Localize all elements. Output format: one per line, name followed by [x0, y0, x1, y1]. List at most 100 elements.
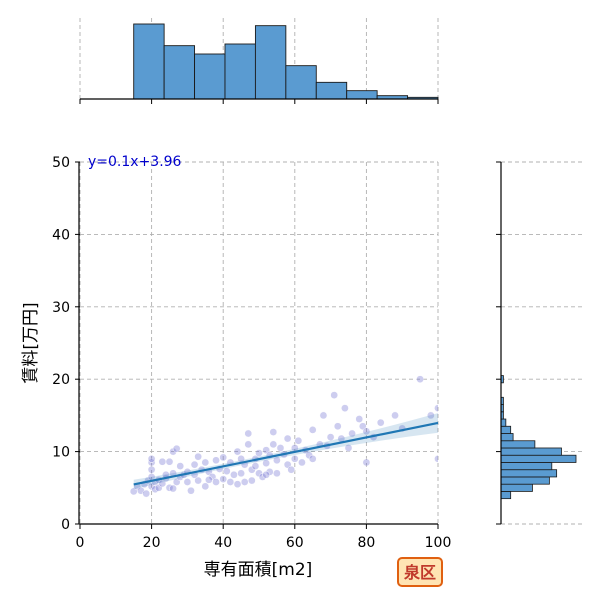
scatter-point — [355, 415, 364, 423]
y-tick-label: 50 — [52, 155, 70, 171]
regression-line — [133, 421, 439, 486]
regression-equation-label: y=0.1x+3.96 — [88, 154, 182, 170]
scatter-point — [391, 411, 399, 420]
scatter-point — [283, 434, 292, 443]
top-hist-bar — [194, 53, 226, 100]
right-hist-bar — [500, 440, 536, 449]
scatter-point — [269, 440, 278, 449]
scatter-point — [362, 458, 371, 467]
scatter-point — [142, 489, 151, 498]
right-hist-bar — [500, 483, 533, 492]
scatter-point — [158, 457, 167, 466]
scatter-point — [294, 436, 303, 445]
right-hist-bar — [500, 454, 577, 463]
y-tick-label: 30 — [52, 300, 70, 316]
top-hist-bar — [133, 23, 165, 100]
scatter-point — [226, 478, 235, 486]
scatter-point — [205, 475, 213, 484]
scatter-point — [212, 478, 220, 486]
scatter-point — [237, 469, 245, 478]
scatter-point — [434, 454, 438, 463]
scatter-point — [247, 476, 256, 485]
y-axis-ticks: 0 10 20 30 40 50 — [52, 155, 80, 533]
area-badge-label: 泉区 — [404, 563, 436, 582]
scatter-point — [269, 428, 278, 436]
scatter-point — [416, 375, 424, 384]
top-hist-bar — [254, 25, 287, 100]
right-hist-bar — [500, 491, 512, 500]
scatter-point — [147, 454, 156, 463]
top-marginal-histogram — [79, 18, 439, 104]
scatter-point — [240, 478, 249, 486]
area-badge-box — [397, 557, 443, 587]
scatter-point — [219, 453, 228, 462]
scatter-point — [348, 429, 356, 438]
top-hist-bar — [163, 45, 196, 100]
scatter-point — [172, 444, 181, 453]
main-scatter-plot: 0 20 40 60 80 100 0 10 20 30 40 50 y=0.1x+3.96 専有面… — [21, 154, 451, 580]
x-tick-label: 40 — [214, 535, 232, 551]
right-hist-bar — [500, 447, 562, 456]
right-hist-bar — [500, 476, 550, 485]
scatter-point — [333, 422, 342, 431]
scatter-point — [194, 476, 202, 485]
x-tick-label: 0 — [76, 535, 85, 551]
scatter-point — [362, 427, 371, 436]
scatter-point — [212, 456, 220, 465]
y-axis-title: 賃料[万円] — [21, 302, 41, 383]
scatter-point — [244, 429, 253, 438]
scatter-point — [251, 462, 260, 470]
y-tick-label: 10 — [52, 445, 70, 461]
scatter-point — [165, 457, 174, 466]
scatter-point — [187, 486, 195, 495]
scatter-point — [298, 458, 306, 467]
scatter-point — [308, 426, 317, 434]
scatter-point — [276, 444, 285, 452]
scatter-point — [273, 469, 281, 478]
scatter-point — [255, 449, 263, 457]
right-hist-bar — [500, 433, 514, 442]
top-hist-bars — [133, 23, 439, 100]
scatter-point — [290, 454, 299, 463]
scatter-point — [376, 418, 385, 427]
scatter-point — [319, 411, 328, 420]
x-axis-ticks: 0 20 40 60 80 100 — [76, 524, 452, 551]
x-tick-label: 20 — [143, 535, 161, 551]
right-hist-bars — [500, 375, 577, 500]
scatter-point — [326, 433, 335, 441]
x-tick-label: 80 — [357, 535, 375, 551]
scatter-point — [258, 473, 267, 481]
scatter-point — [176, 462, 185, 470]
scatter-point — [230, 470, 238, 479]
right-hist-bar — [500, 425, 512, 434]
top-hist-bar — [315, 81, 348, 100]
right-hist-bar — [500, 418, 507, 427]
right-hist-ticks — [496, 161, 501, 525]
regression-line-group — [133, 421, 439, 486]
x-tick-label: 60 — [286, 535, 304, 551]
scatter-point — [426, 411, 435, 420]
right-hist-bar — [500, 462, 553, 471]
right-hist-bar — [500, 469, 558, 478]
scatter-point — [222, 467, 231, 475]
area-badge: 泉区 — [397, 557, 443, 587]
scatter-point — [201, 482, 210, 491]
scatter-point — [190, 460, 199, 469]
scatter-point — [219, 475, 228, 483]
scatter-point — [287, 465, 296, 474]
scatter-point — [344, 444, 353, 452]
x-tick-label: 100 — [425, 535, 452, 551]
scatter-point — [308, 454, 317, 463]
scatter-point — [330, 391, 339, 399]
top-hist-ticks — [79, 99, 439, 104]
top-hist-bar — [285, 65, 317, 100]
top-hist-bar — [224, 43, 256, 100]
scatter-points — [129, 375, 438, 498]
top-hist-bar — [346, 90, 378, 100]
scatter-point — [147, 465, 156, 474]
y-tick-label: 40 — [52, 227, 70, 243]
scatter-point — [273, 456, 281, 465]
scatter-point — [341, 404, 349, 413]
y-tick-label: 20 — [52, 372, 70, 388]
